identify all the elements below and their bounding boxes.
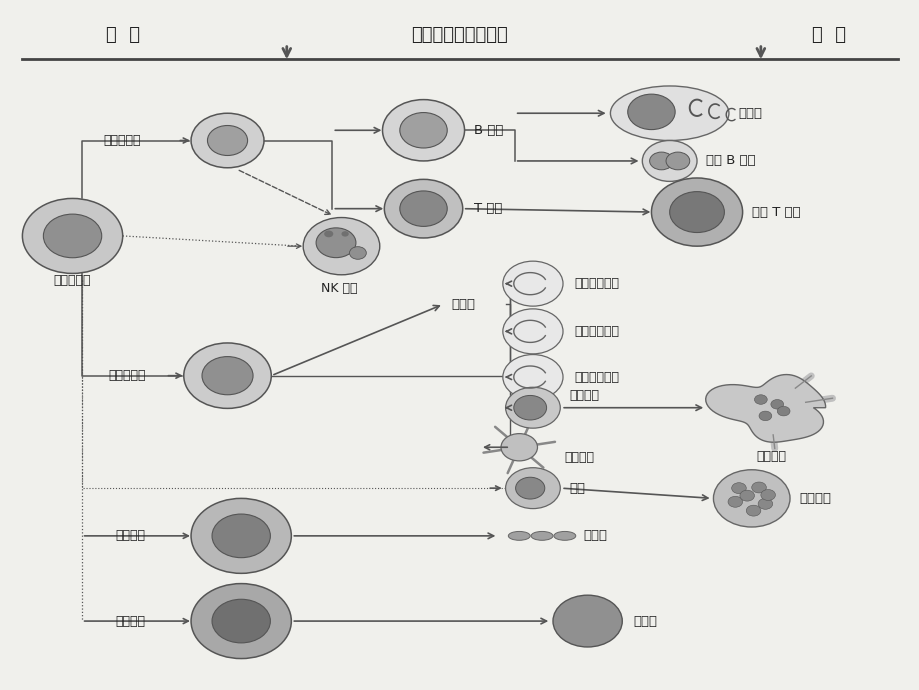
Text: 组  织: 组 织 (811, 26, 845, 44)
Circle shape (22, 199, 122, 273)
Circle shape (627, 94, 675, 130)
Circle shape (777, 406, 789, 416)
Circle shape (191, 498, 291, 573)
Polygon shape (705, 375, 824, 442)
Circle shape (751, 482, 766, 493)
Circle shape (651, 178, 742, 246)
Circle shape (513, 395, 546, 420)
Text: 未知: 未知 (569, 482, 584, 495)
Circle shape (323, 230, 333, 237)
Text: 外周淋巴组织及血液: 外周淋巴组织及血液 (411, 26, 508, 44)
Text: NK 细胞: NK 细胞 (321, 282, 357, 295)
Circle shape (503, 261, 562, 306)
Circle shape (505, 468, 560, 509)
Circle shape (382, 99, 464, 161)
Circle shape (43, 214, 102, 258)
Circle shape (400, 112, 447, 148)
Circle shape (503, 355, 562, 400)
Circle shape (745, 505, 760, 516)
Text: 嗜中性粒细胞: 嗜中性粒细胞 (573, 371, 618, 384)
Text: 造血干细胞: 造血干细胞 (53, 274, 91, 287)
Text: 活化 T 细胞: 活化 T 细胞 (751, 206, 800, 219)
Circle shape (758, 411, 771, 421)
Text: 树突细胞: 树突细胞 (564, 451, 595, 464)
Circle shape (501, 433, 537, 461)
Text: 记忆 B 细胞: 记忆 B 细胞 (706, 155, 754, 168)
Circle shape (712, 470, 789, 527)
Text: 骨  髓: 骨 髓 (106, 26, 140, 44)
Ellipse shape (508, 531, 529, 540)
Circle shape (760, 489, 775, 500)
Circle shape (316, 228, 356, 257)
Ellipse shape (610, 86, 728, 141)
Circle shape (727, 496, 742, 507)
Circle shape (649, 152, 673, 170)
Circle shape (503, 309, 562, 354)
Circle shape (202, 357, 253, 395)
Circle shape (384, 179, 462, 238)
Circle shape (341, 231, 348, 237)
Circle shape (669, 192, 723, 233)
Circle shape (739, 490, 754, 501)
Circle shape (208, 126, 247, 155)
Circle shape (303, 217, 380, 275)
Circle shape (505, 387, 560, 428)
Circle shape (665, 152, 689, 170)
Text: 淋巴干细胞: 淋巴干细胞 (103, 134, 141, 147)
Text: 肥大细胞: 肥大细胞 (799, 492, 830, 505)
Text: 粒细胞: 粒细胞 (450, 297, 474, 310)
Circle shape (754, 395, 766, 404)
Circle shape (191, 113, 264, 168)
Text: 嗜碱性粒细胞: 嗜碱性粒细胞 (573, 325, 618, 338)
Text: T 细胞: T 细胞 (473, 202, 502, 215)
Text: 血小板: 血小板 (583, 529, 607, 542)
Text: 单核细胞: 单核细胞 (569, 389, 599, 402)
Circle shape (641, 141, 697, 181)
Text: 浆细胞: 浆细胞 (737, 107, 761, 120)
Circle shape (757, 498, 772, 509)
Text: 骨髓干细胞: 骨髓干细胞 (108, 369, 145, 382)
Text: 巨噬细胞: 巨噬细胞 (756, 451, 786, 463)
Circle shape (770, 400, 783, 409)
Text: 嗜酸性粒细胞: 嗜酸性粒细胞 (573, 277, 618, 290)
Text: 红细胞: 红细胞 (632, 615, 656, 628)
Text: 巨核细胞: 巨核细胞 (116, 529, 145, 542)
Circle shape (515, 477, 544, 499)
Circle shape (731, 483, 745, 493)
Circle shape (552, 595, 621, 647)
Ellipse shape (530, 531, 552, 540)
Circle shape (184, 343, 271, 408)
Ellipse shape (553, 531, 575, 540)
Circle shape (349, 247, 366, 259)
Circle shape (191, 584, 291, 658)
Circle shape (400, 191, 447, 226)
Text: 成红细胞: 成红细胞 (116, 615, 145, 628)
Text: B 细胞: B 细胞 (473, 124, 503, 137)
Circle shape (211, 599, 270, 643)
Circle shape (211, 514, 270, 558)
